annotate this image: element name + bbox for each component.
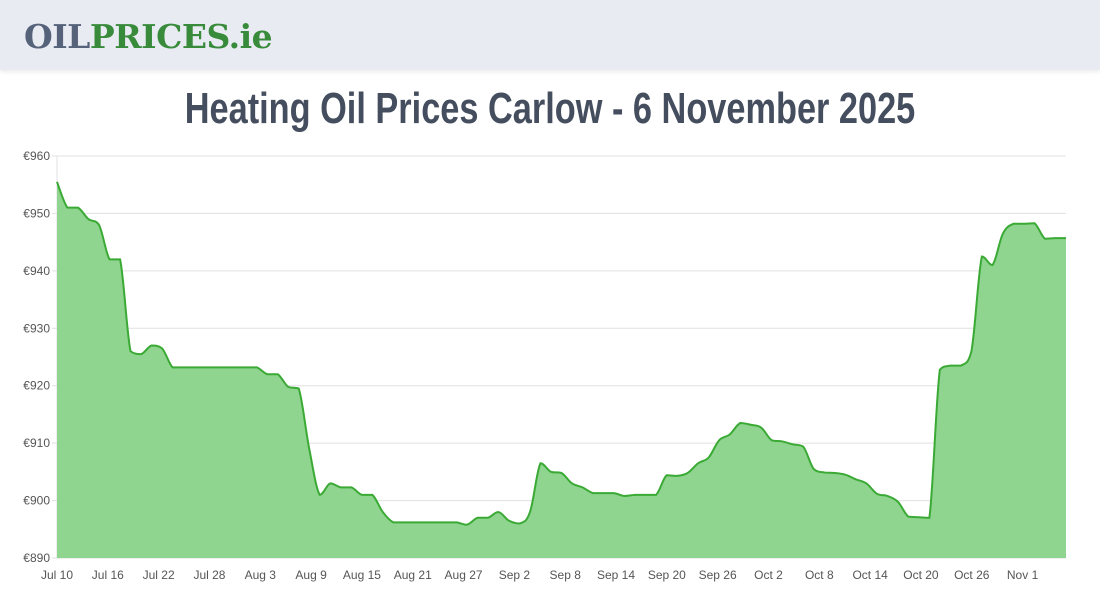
x-tick-label: Sep 8 bbox=[550, 568, 582, 582]
y-tick-label: €910 bbox=[23, 436, 50, 450]
site-logo[interactable]: OILPRICES.ie bbox=[24, 17, 273, 57]
y-tick-label: €890 bbox=[23, 551, 50, 565]
x-tick-label: Jul 10 bbox=[41, 568, 73, 582]
y-tick-label: €960 bbox=[23, 149, 50, 163]
y-tick-label: €920 bbox=[23, 379, 50, 393]
price-area-fill bbox=[57, 181, 1066, 559]
x-tick-label: Oct 8 bbox=[805, 568, 834, 582]
x-tick-label: Aug 27 bbox=[445, 568, 483, 582]
price-line[interactable] bbox=[56, 181, 1066, 526]
y-axis-ticks: €890 €900 €910 €920 €930 €940 €950 €960 bbox=[23, 149, 50, 565]
x-tick-label: Oct 2 bbox=[754, 568, 783, 582]
y-tick-label: €930 bbox=[23, 321, 50, 335]
logo-text-prices: PRICES.ie bbox=[89, 17, 273, 56]
logo-text-oil: OIL bbox=[24, 17, 90, 56]
y-tick-label: €940 bbox=[23, 264, 50, 278]
x-tick-label: Sep 26 bbox=[699, 568, 737, 582]
x-tick-label: Oct 20 bbox=[903, 568, 939, 582]
x-tick-label: Aug 3 bbox=[245, 568, 277, 582]
x-tick-label: Oct 14 bbox=[852, 568, 888, 582]
y-tick-label: €900 bbox=[23, 494, 50, 508]
x-tick-label: Sep 14 bbox=[597, 568, 635, 582]
y-tick-label: €950 bbox=[23, 206, 50, 220]
x-axis-ticks: Jul 10 Jul 16 Jul 22 Jul 28 Aug 3 Aug 9 Aug 15… bbox=[41, 568, 1039, 582]
x-tick-label: Jul 28 bbox=[193, 568, 225, 582]
x-tick-label: Sep 2 bbox=[499, 568, 531, 582]
x-tick-label: Jul 22 bbox=[143, 568, 175, 582]
x-tick-label: Aug 21 bbox=[394, 568, 432, 582]
x-tick-label: Oct 26 bbox=[954, 568, 990, 582]
x-tick-label: Nov 1 bbox=[1007, 568, 1039, 582]
x-tick-label: Aug 15 bbox=[343, 568, 381, 582]
page-title: Heating Oil Prices Carlow - 6 November 2… bbox=[184, 84, 916, 133]
x-tick-label: Jul 16 bbox=[92, 568, 124, 582]
x-tick-label: Sep 20 bbox=[648, 568, 686, 582]
x-tick-label: Aug 9 bbox=[295, 568, 327, 582]
site-header: OILPRICES.ie bbox=[0, 0, 1100, 70]
